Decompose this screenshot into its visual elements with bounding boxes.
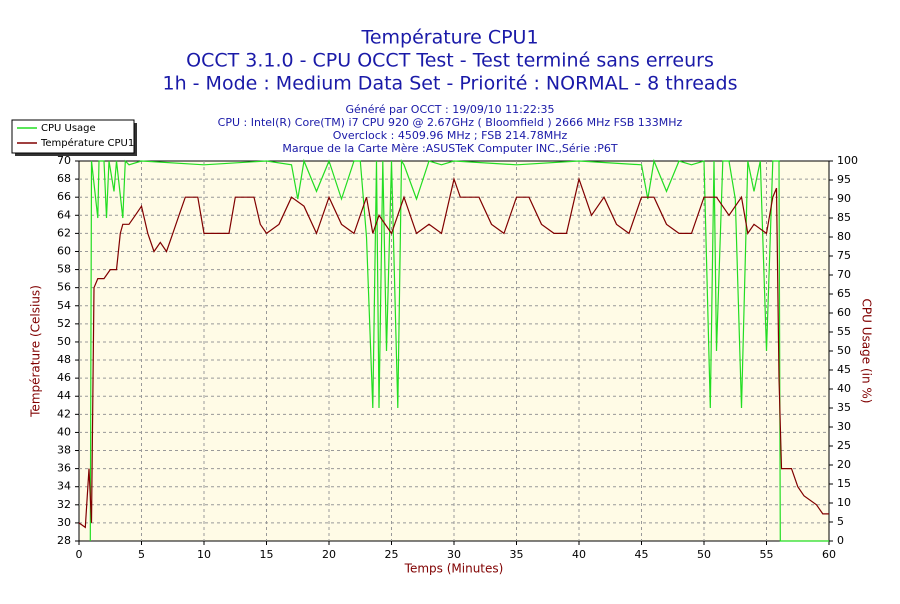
y2-tick-label: 20 xyxy=(837,458,851,471)
y-tick-label: 60 xyxy=(57,244,71,257)
x-tick-label: 5 xyxy=(138,548,145,561)
chart-title: Température CPU1 xyxy=(360,27,538,49)
y2-tick-label: 45 xyxy=(837,363,851,376)
y-tick-label: 68 xyxy=(57,172,71,185)
x-tick-label: 35 xyxy=(510,548,524,561)
x-tick-label: 30 xyxy=(447,548,461,561)
y-tick-label: 34 xyxy=(57,480,71,493)
y-tick-label: 50 xyxy=(57,335,71,348)
y2-tick-label: 50 xyxy=(837,344,851,357)
y2-tick-label: 30 xyxy=(837,420,851,433)
y2-tick-label: 75 xyxy=(837,249,851,262)
chart-subtitle: OCCT 3.1.0 - CPU OCCT Test - Test termin… xyxy=(186,50,714,72)
y2-tick-label: 5 xyxy=(837,515,844,528)
info-line: Overclock : 4509.96 MHz ; FSB 214.78MHz xyxy=(333,129,568,142)
y2-tick-label: 15 xyxy=(837,477,851,490)
y2-tick-label: 80 xyxy=(837,230,851,243)
y-tick-label: 46 xyxy=(57,371,71,384)
y2-tick-label: 70 xyxy=(837,268,851,281)
y-tick-label: 28 xyxy=(57,534,71,547)
chart-subtitle: 1h - Mode : Medium Data Set - Priorité :… xyxy=(162,73,737,95)
info-line: Marque de la Carte Mère :ASUSTeK Compute… xyxy=(282,142,617,155)
y-tick-label: 70 xyxy=(57,154,71,167)
y-axis-label: Température (Celsius) xyxy=(29,285,43,418)
x-tick-label: 15 xyxy=(260,548,274,561)
y-tick-label: 58 xyxy=(57,263,71,276)
y2-tick-label: 100 xyxy=(837,154,858,167)
x-tick-label: 50 xyxy=(697,548,711,561)
x-tick-label: 20 xyxy=(322,548,336,561)
y2-axis-label: CPU Usage (in %) xyxy=(860,299,874,404)
y-tick-label: 40 xyxy=(57,425,71,438)
y-tick-label: 38 xyxy=(57,444,71,457)
y2-tick-label: 10 xyxy=(837,496,851,509)
y2-tick-label: 0 xyxy=(837,534,844,547)
info-line: CPU : Intel(R) Core(TM) i7 CPU 920 @ 2.6… xyxy=(218,116,683,129)
x-tick-label: 0 xyxy=(76,548,83,561)
y-tick-label: 54 xyxy=(57,299,71,312)
info-line: Généré par OCCT : 19/09/10 11:22:35 xyxy=(345,103,554,116)
legend xyxy=(11,119,135,154)
x-tick-label: 45 xyxy=(635,548,649,561)
y-tick-label: 44 xyxy=(57,389,71,402)
y-tick-label: 56 xyxy=(57,281,71,294)
x-tick-label: 10 xyxy=(197,548,211,561)
y2-tick-label: 40 xyxy=(837,382,851,395)
x-tick-label: 55 xyxy=(760,548,774,561)
x-tick-label: 60 xyxy=(822,548,836,561)
legend-label: CPU Usage xyxy=(41,123,96,134)
y-tick-label: 42 xyxy=(57,407,71,420)
data-line xyxy=(89,158,829,542)
y-tick-label: 32 xyxy=(57,498,71,511)
x-tick-label: 40 xyxy=(572,548,586,561)
x-tick-label: 25 xyxy=(385,548,399,561)
y-tick-label: 64 xyxy=(57,208,71,221)
y-tick-label: 30 xyxy=(57,516,71,529)
y-tick-label: 66 xyxy=(57,190,71,203)
y2-tick-label: 25 xyxy=(837,439,851,452)
y2-tick-label: 65 xyxy=(837,287,851,300)
y2-tick-label: 85 xyxy=(837,211,851,224)
y-tick-label: 52 xyxy=(57,317,71,330)
data-line xyxy=(78,176,829,529)
y-tick-label: 62 xyxy=(57,226,71,239)
y-tick-label: 48 xyxy=(57,353,71,366)
y2-tick-label: 60 xyxy=(837,306,851,319)
y2-tick-label: 35 xyxy=(837,401,851,414)
y-tick-label: 36 xyxy=(57,462,71,475)
x-axis-label: Temps (Minutes) xyxy=(404,562,504,576)
legend-label: Température CPU1 xyxy=(40,137,134,149)
y2-tick-label: 95 xyxy=(837,173,851,186)
y2-tick-label: 90 xyxy=(837,192,851,205)
plot-area xyxy=(78,160,830,542)
y2-tick-label: 55 xyxy=(837,325,851,338)
